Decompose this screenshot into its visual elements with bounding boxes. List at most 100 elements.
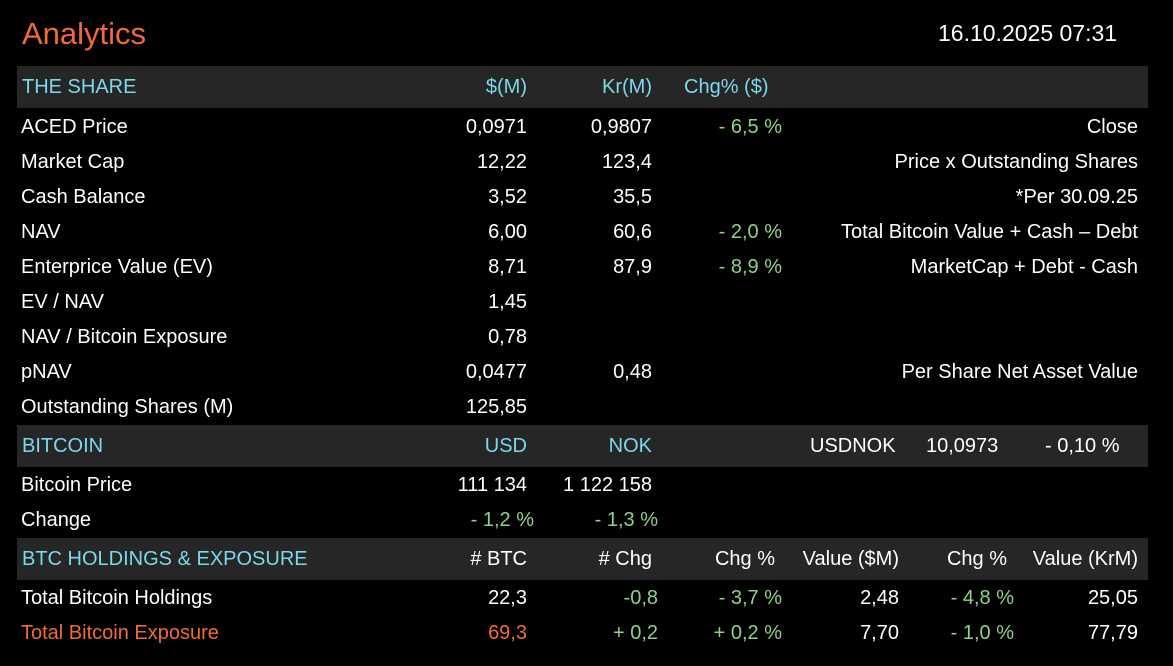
- bitcoin-header-nok: NOK: [608, 435, 652, 457]
- row-label: Total Bitcoin Holdings: [21, 587, 213, 609]
- row-chg: [657, 145, 782, 180]
- row-usd: 0,0971: [465, 116, 527, 138]
- row-label: Market Cap: [21, 151, 125, 173]
- table-row: Cash Balance 3,52 35,5 *Per 30.09.25: [17, 180, 1148, 215]
- share-header-usd: $(M): [485, 76, 527, 98]
- row-label: Change: [21, 509, 92, 531]
- table-row: ACED Price 0,0971 0,9807 - 6,5 % Close: [17, 110, 1148, 145]
- row-chg: [657, 390, 782, 425]
- row-label: EV / NAV: [21, 291, 104, 313]
- table-row: Market Cap 12,22 123,4 Price x Outstandi…: [17, 145, 1148, 180]
- table-row: NAV / Bitcoin Exposure 0,78: [17, 320, 1148, 355]
- row-nok: 0,48: [613, 361, 652, 383]
- row-chg-pct: - 3,7 %: [718, 587, 782, 609]
- row-note: [787, 285, 1138, 320]
- row-label: Outstanding Shares (M): [21, 396, 234, 418]
- row-usd: 3,52: [488, 186, 527, 208]
- share-header-nok: Kr(M): [602, 76, 652, 98]
- share-section-header: THE SHARE $(M) Kr(M) Chg% ($): [17, 66, 1148, 108]
- fx-value: 10,0973: [926, 435, 999, 457]
- bitcoin-section-header: BITCOIN USD NOK USDNOK 10,0973 - 0,10 %: [17, 425, 1148, 467]
- row-btc: 22,3: [488, 587, 527, 609]
- row-note: Price x Outstanding Shares: [894, 151, 1138, 173]
- fx-label: USDNOK: [810, 435, 896, 457]
- row-chg: - 8,9 %: [718, 256, 782, 278]
- row-nok: 60,6: [613, 221, 652, 243]
- table-row: Bitcoin Price 111 134 1 122 158: [17, 468, 1148, 503]
- row-usd: - 1,2 %: [470, 509, 534, 531]
- table-row: Enterprice Value (EV) 8,71 87,9 - 8,9 % …: [17, 250, 1148, 285]
- row-note: Total Bitcoin Value + Cash – Debt: [840, 221, 1138, 243]
- row-usd: 12,22: [476, 151, 527, 173]
- row-chg: - 6,5 %: [718, 116, 782, 138]
- table-row: pNAV 0,0477 0,48 Per Share Net Asset Val…: [17, 355, 1148, 390]
- row-note: [787, 390, 1138, 425]
- holdings-header-chg-pct: Chg %: [714, 548, 775, 570]
- row-usd: 8,71: [488, 256, 527, 278]
- row-usd: 1,45: [488, 291, 527, 313]
- row-label: ACED Price: [21, 116, 128, 138]
- row-value-nok: 77,79: [1087, 622, 1138, 644]
- row-nok: [522, 390, 652, 425]
- row-nok: [522, 285, 652, 320]
- table-row: Total Bitcoin Exposure 69,3 + 0,2 + 0,2 …: [17, 616, 1148, 651]
- row-chg-pct: + 0,2 %: [713, 622, 782, 644]
- row-note: *Per 30.09.25: [1015, 186, 1138, 208]
- row-chg: [657, 180, 782, 215]
- share-header-chg: Chg% ($): [684, 76, 769, 98]
- holdings-header-value-nok: Value (KrM): [1032, 548, 1138, 570]
- row-chg-pct2: - 1,0 %: [950, 622, 1014, 644]
- table-row: EV / NAV 1,45: [17, 285, 1148, 320]
- row-chg: - 2,0 %: [718, 221, 782, 243]
- holdings-header-chg-pct2: Chg %: [946, 548, 1007, 570]
- row-usd: 0,78: [488, 326, 527, 348]
- row-nok: 87,9: [613, 256, 652, 278]
- row-chg: + 0,2: [612, 622, 658, 644]
- row-nok: 1 122 158: [563, 474, 652, 496]
- row-value-usd: 7,70: [860, 622, 899, 644]
- row-nok: [522, 320, 652, 355]
- row-usd: 0,0477: [465, 361, 527, 383]
- row-note: [787, 320, 1138, 355]
- table-row: Total Bitcoin Holdings 22,3 -0,8 - 3,7 %…: [17, 581, 1148, 616]
- share-header-title: THE SHARE: [22, 76, 137, 98]
- row-nok: 123,4: [601, 151, 652, 173]
- row-label: Total Bitcoin Exposure: [21, 622, 219, 644]
- row-note: MarketCap + Debt - Cash: [910, 256, 1138, 278]
- row-btc: 69,3: [488, 622, 527, 644]
- row-value-nok: 25,05: [1087, 587, 1138, 609]
- row-usd: 111 134: [457, 474, 527, 496]
- holdings-header-chg: # Chg: [598, 548, 652, 570]
- row-label: NAV / Bitcoin Exposure: [21, 326, 228, 348]
- row-usd: 6,00: [488, 221, 527, 243]
- row-nok: 0,9807: [590, 116, 652, 138]
- row-chg-pct2: - 4,8 %: [950, 587, 1014, 609]
- holdings-header-value-usd: Value ($M): [802, 548, 899, 570]
- row-label: NAV: [21, 221, 61, 243]
- row-chg: [657, 355, 782, 390]
- table-row: Outstanding Shares (M) 125,85: [17, 390, 1148, 425]
- row-label: Cash Balance: [21, 186, 146, 208]
- row-chg: [657, 285, 782, 320]
- row-value-usd: 2,48: [860, 587, 899, 609]
- table-row: NAV 6,00 60,6 - 2,0 % Total Bitcoin Valu…: [17, 215, 1148, 250]
- table-row: Change - 1,2 % - 1,3 %: [17, 503, 1148, 538]
- row-nok: - 1,3 %: [594, 509, 658, 531]
- fx-change: - 0,10 %: [1045, 435, 1120, 457]
- bitcoin-header-usd: USD: [484, 435, 527, 457]
- bitcoin-header-title: BITCOIN: [22, 435, 104, 457]
- row-usd: 125,85: [465, 396, 527, 418]
- row-note: Close: [1086, 116, 1138, 138]
- row-chg: -0,8: [623, 587, 658, 609]
- timestamp: 16.10.2025 07:31: [938, 20, 1118, 46]
- row-nok: 35,5: [613, 186, 652, 208]
- holdings-section-header: BTC HOLDINGS & EXPOSURE # BTC # Chg Chg …: [17, 538, 1148, 580]
- row-label: Enterprice Value (EV): [21, 256, 213, 278]
- row-chg: [657, 320, 782, 355]
- row-note: Per Share Net Asset Value: [901, 361, 1138, 383]
- holdings-header-btc: # BTC: [470, 548, 527, 570]
- row-label: Bitcoin Price: [21, 474, 133, 496]
- holdings-header-title: BTC HOLDINGS & EXPOSURE: [22, 548, 308, 570]
- row-label: pNAV: [21, 361, 72, 383]
- app-title: Analytics: [22, 16, 147, 51]
